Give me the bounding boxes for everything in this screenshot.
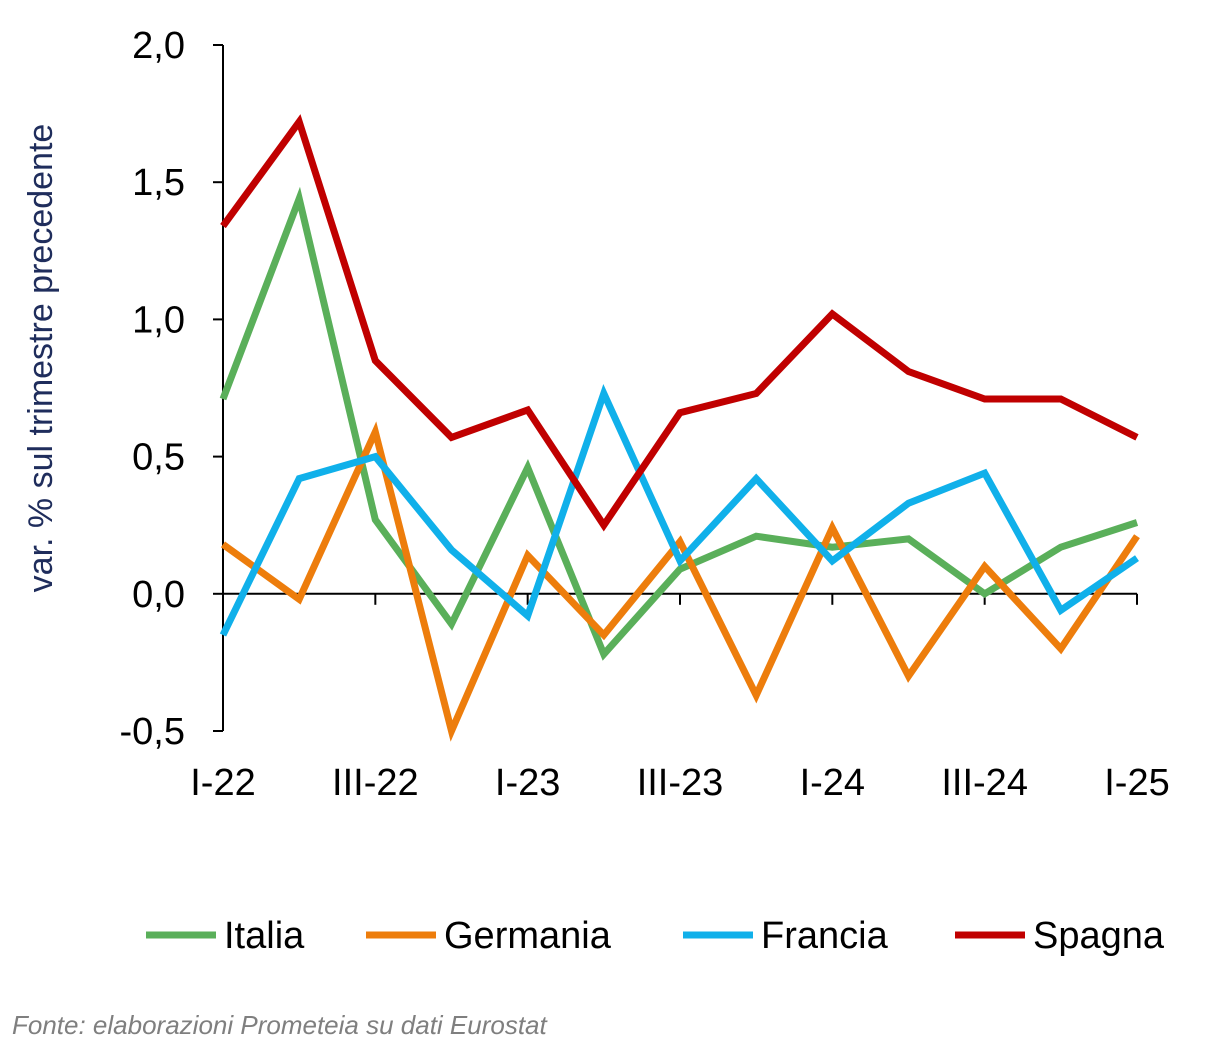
x-tick-label: I-23 (495, 762, 560, 804)
legend-label-germania: Germania (444, 915, 612, 957)
y-axis-label: var. % sul trimestre precedente (22, 124, 60, 593)
legend-label-francia: Francia (761, 915, 889, 957)
y-tick-label: -0,5 (120, 711, 185, 753)
series-line-italia (219, 186, 1139, 661)
legend-label-italia: Italia (224, 915, 305, 957)
y-axis: 2,0 1,5 1,0 0,5 0,0 -0,5 (120, 25, 224, 753)
series-lines (219, 114, 1140, 742)
legend: Italia Germania Francia Spagna (146, 915, 1165, 957)
y-axis-title-group: var. % sul trimestre precedente (22, 124, 60, 593)
series-line-spagna (220, 114, 1139, 532)
x-tick-label: I-22 (190, 762, 255, 804)
y-tick-label: 0,5 (132, 437, 185, 479)
y-tick-label: 2,0 (132, 25, 185, 67)
x-tick-label: III-23 (637, 762, 724, 804)
x-tick-label: I-25 (1104, 762, 1169, 804)
x-tick-label: I-24 (800, 762, 865, 804)
series-line-germania (220, 421, 1140, 742)
y-tick-label: 1,5 (132, 162, 185, 204)
y-tick-label: 1,0 (132, 299, 185, 341)
series-line-francia (219, 384, 1139, 637)
x-tick-label: III-24 (941, 762, 1028, 804)
source-note: Fonte: elaborazioni Prometeia su dati Eu… (12, 1010, 547, 1040)
y-tick-label: 0,0 (132, 574, 185, 616)
x-axis: I-22 III-22 I-23 III-23 I-24 III-24 I-25 (190, 592, 1170, 804)
x-tick-label: III-22 (332, 762, 419, 804)
legend-label-spagna: Spagna (1033, 915, 1165, 957)
